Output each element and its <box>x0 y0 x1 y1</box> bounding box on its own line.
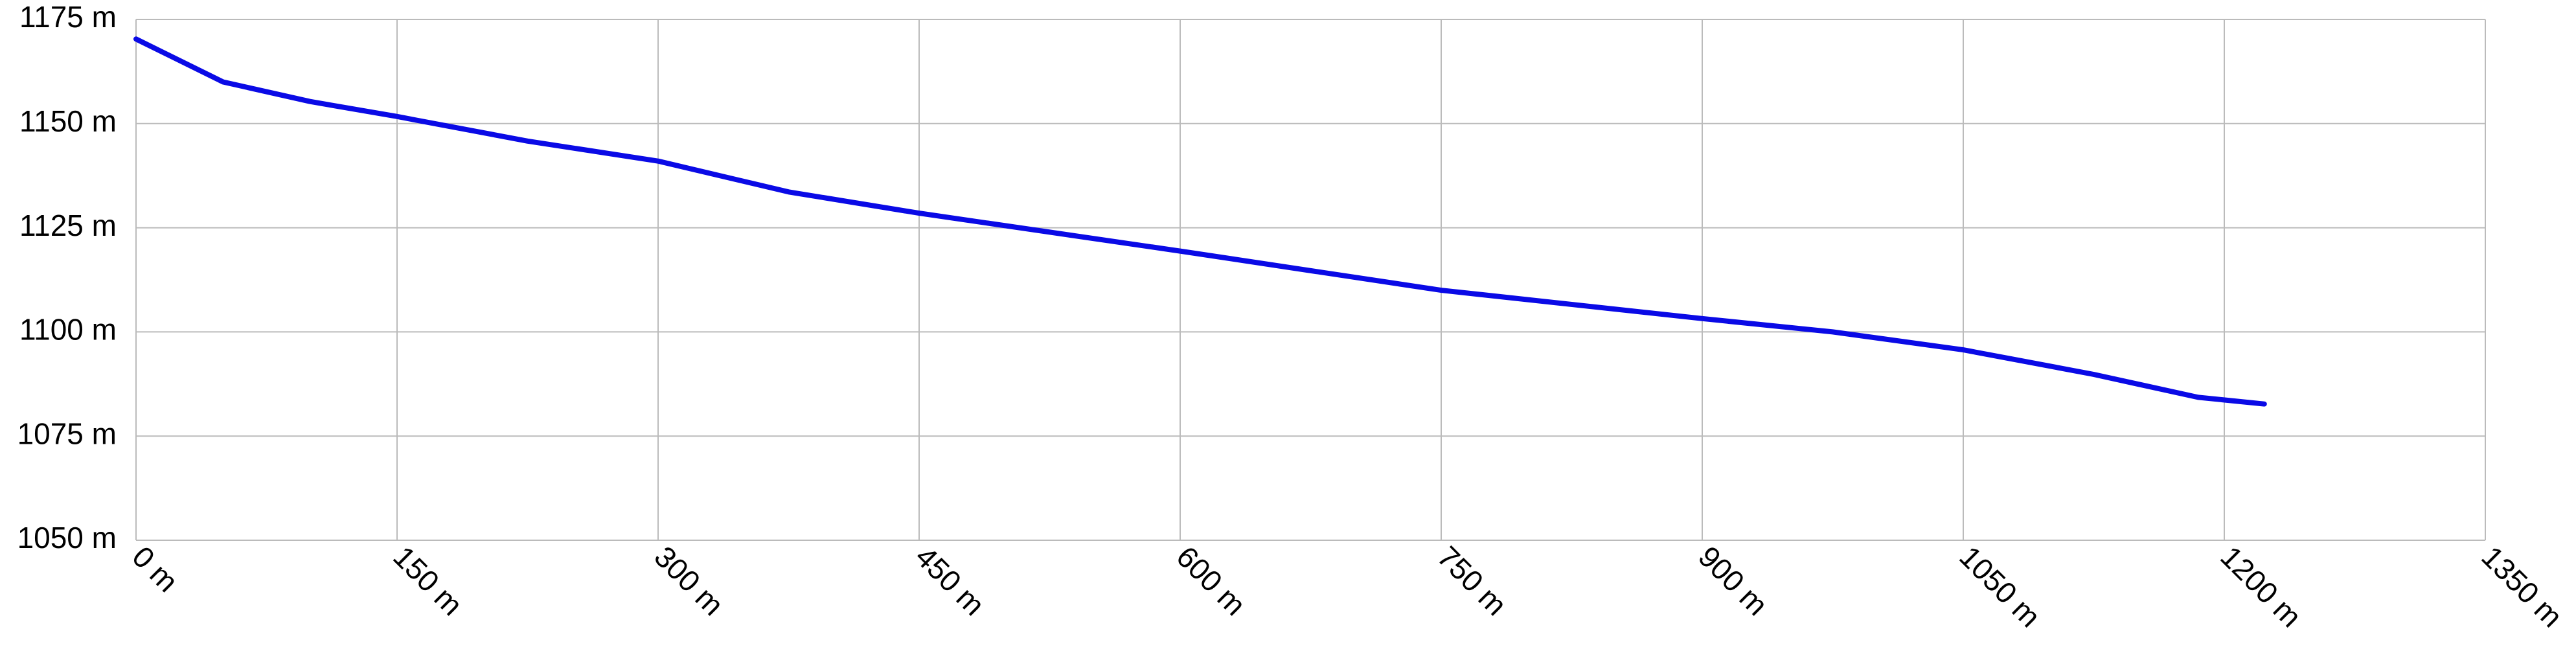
y-tick-label: 1050 m <box>17 521 117 554</box>
elevation-line <box>133 36 2267 407</box>
x-tick-label: 1050 m <box>1953 540 2047 634</box>
x-tick-label: 300 m <box>648 540 730 622</box>
x-tick-label: 750 m <box>1431 540 1513 622</box>
x-tick-label: 1350 m <box>2475 540 2569 634</box>
y-tick-label: 1100 m <box>19 313 117 347</box>
x-tick-label: 0 m <box>126 540 185 599</box>
y-tick-label: 1150 m <box>19 104 117 138</box>
x-tick-label: 900 m <box>1692 540 1774 622</box>
y-tick-label: 1175 m <box>19 0 117 34</box>
x-tick-label: 150 m <box>387 540 469 622</box>
y-tick-label: 1075 m <box>17 417 117 450</box>
x-tick-label: 450 m <box>909 540 991 622</box>
x-tick-label: 1200 m <box>2214 540 2308 634</box>
y-tick-label: 1125 m <box>19 209 117 242</box>
x-tick-label: 600 m <box>1170 540 1252 622</box>
